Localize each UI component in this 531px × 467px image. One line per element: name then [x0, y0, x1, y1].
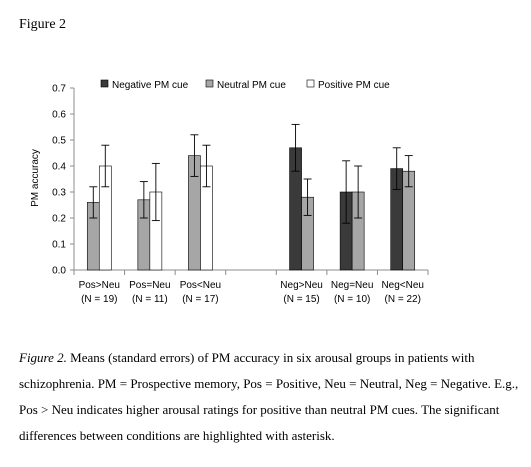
category-label: Neg<Neu — [381, 280, 424, 291]
category-n-label: (N = 10) — [334, 294, 370, 305]
category-n-label: (N = 15) — [283, 294, 319, 305]
y-tick-label: 0.3 — [52, 188, 66, 199]
category-n-label: (N = 22) — [385, 294, 421, 305]
y-axis: 0.0 0.1 0.2 0.3 0.4 0.5 0.6 0.7 — [52, 84, 75, 277]
y-axis-label: PM accuracy — [30, 149, 41, 207]
y-tick-label: 0.0 — [52, 266, 66, 277]
bars — [86, 147, 416, 271]
legend-label-neutral: Neutral PM cue — [217, 80, 286, 91]
legend-swatch-negative — [100, 79, 109, 88]
y-tick-label: 0.2 — [52, 214, 66, 225]
category-label: Pos>Neu — [79, 280, 120, 291]
legend-label-positive: Positive PM cue — [318, 80, 390, 91]
category-label: Pos<Neu — [180, 280, 221, 291]
y-tick-label: 0.6 — [52, 110, 66, 121]
figure-caption: Figure 2. Means (standard errors) of PM … — [19, 345, 519, 449]
caption-text: Means (standard errors) of PM accuracy i… — [19, 350, 519, 443]
y-tick-label: 0.1 — [52, 240, 66, 251]
category-labels: Pos>Neu (N = 19) Pos=Neu (N = 11) Pos<Neu (N … — [79, 280, 424, 305]
caption-prefix: Figure 2. — [19, 350, 67, 365]
bar-chart: 0.0 0.1 0.2 0.3 0.4 0.5 0.6 0.7 Pos>Neu (N = 19)… — [30, 79, 429, 305]
category-n-label: (N = 11) — [132, 294, 168, 305]
category-label: Neg=Neu — [331, 280, 374, 291]
y-tick-label: 0.5 — [52, 136, 66, 147]
legend-label-negative: Negative PM cue — [112, 80, 189, 91]
figure-label: Figure 2 — [19, 17, 67, 32]
category-n-label: (N = 17) — [182, 294, 218, 305]
y-tick-label: 0.4 — [52, 162, 66, 173]
legend-swatch-positive — [306, 79, 315, 88]
category-label: Neg>Neu — [280, 280, 323, 291]
legend: Negative PM cue Neutral PM cue Positive PM… — [100, 79, 390, 91]
category-n-label: (N = 19) — [81, 294, 117, 305]
x-axis — [73, 269, 429, 275]
legend-swatch-neutral — [205, 79, 214, 88]
y-tick-label: 0.7 — [52, 84, 66, 95]
category-label: Pos=Neu — [129, 280, 170, 291]
error-bars — [89, 123, 413, 224]
